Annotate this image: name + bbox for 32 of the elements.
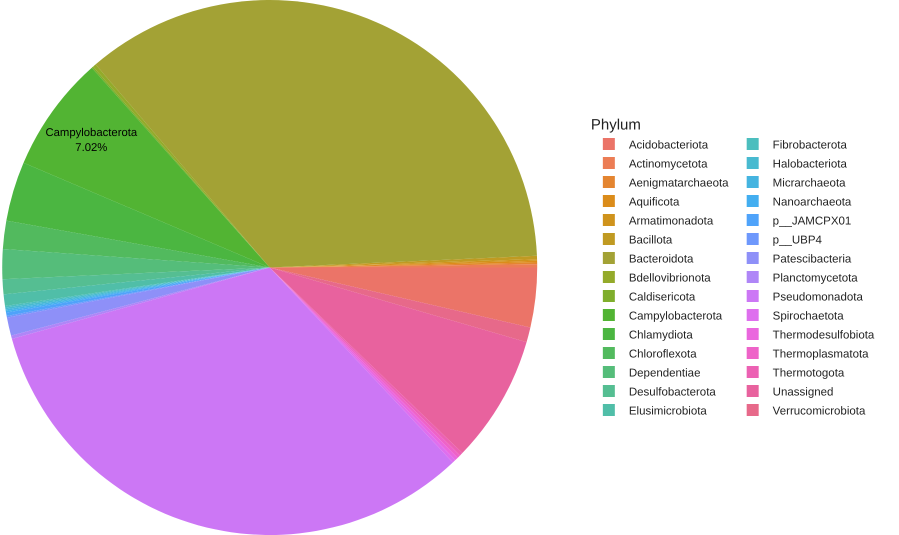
legend-label: p__UBP4 bbox=[772, 234, 823, 246]
legend-label: Bacteroidota bbox=[628, 253, 694, 266]
legend-label: Verrucomicrobiota bbox=[772, 405, 866, 418]
legend-label: Pseudomonadota bbox=[772, 291, 864, 304]
legend-label: Caldisericota bbox=[628, 291, 696, 304]
legend-label: Actinomycetota bbox=[628, 158, 708, 170]
legend-label: Acidobacteriota bbox=[628, 139, 709, 152]
legend-label: Thermotogota bbox=[772, 367, 845, 380]
legend-label: Planctomycetota bbox=[772, 272, 858, 284]
legend-label: Micrarchaeota bbox=[772, 177, 846, 190]
legend-label: Campylobacterota bbox=[628, 310, 723, 322]
legend-label: Unassigned bbox=[772, 386, 834, 398]
legend-label: Dependentiae bbox=[628, 367, 700, 380]
legend-label: Spirochaetota bbox=[772, 310, 844, 322]
legend-label: Nanoarchaeota bbox=[772, 196, 852, 208]
legend-label: Bacillota bbox=[628, 234, 673, 246]
legend-label: Thermodesulfobiota bbox=[772, 329, 875, 342]
legend-label: Halobacteriota bbox=[772, 158, 848, 170]
legend-label: Thermoplasmatota bbox=[772, 348, 870, 360]
legend-label: Patescibacteria bbox=[772, 253, 852, 266]
data-label: Campylobacterota 7.02% bbox=[45, 127, 138, 154]
legend-label: p__JAMCPX01 bbox=[772, 215, 852, 228]
legend-label: Fibrobacterota bbox=[772, 139, 848, 152]
legend-label: Elusimicrobiota bbox=[628, 405, 708, 418]
legend-label: Bdellovibrionota bbox=[628, 272, 712, 284]
legend-label: Armatimonadota bbox=[628, 215, 714, 228]
legend-label: Chloroflexota bbox=[628, 348, 698, 360]
legend-label: Desulfobacterota bbox=[628, 386, 716, 398]
legend-label: Aenigmatarchaeota bbox=[628, 177, 730, 190]
legend-title: Phylum bbox=[590, 116, 641, 134]
legend-label: Aquificota bbox=[628, 196, 680, 208]
legend-label: Chlamydiota bbox=[628, 329, 694, 342]
